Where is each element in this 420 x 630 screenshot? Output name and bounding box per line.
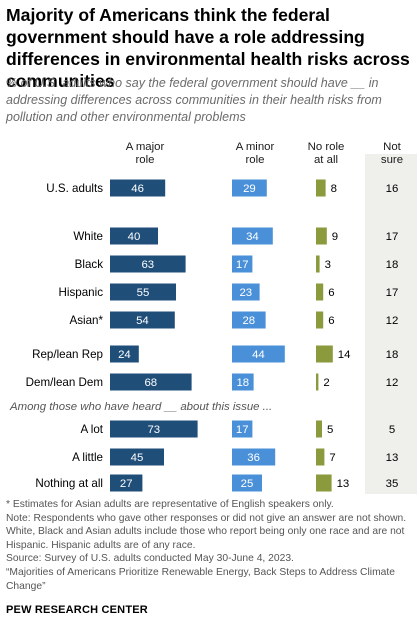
source-note: Source: Survey of U.S. adults conducted … xyxy=(6,553,294,565)
value-minor-white: 34 xyxy=(246,231,259,243)
value-none-a-little: 7 xyxy=(329,452,335,464)
bar-major-a-lot xyxy=(110,420,198,438)
value-major-u-s-adults: 46 xyxy=(131,183,144,195)
report-title: “Majorities of Americans Prioritize Rene… xyxy=(6,566,395,592)
bar-major-white xyxy=(110,227,158,245)
value-none-nothing-at-all: 13 xyxy=(337,478,350,490)
chart-subtitle: % of U.S. adults who say the federal gov… xyxy=(6,76,382,124)
bar-minor-asian xyxy=(232,311,266,329)
bar-major-a-little xyxy=(110,448,164,466)
value-minor-u-s-adults: 29 xyxy=(243,183,256,195)
category-label-a-little: A little xyxy=(72,451,103,464)
not-sure-column-bg xyxy=(365,154,417,494)
footnotes: * Estimates for Asian adults are represe… xyxy=(6,498,416,593)
bar-none-hispanic xyxy=(316,283,324,301)
column-header-none: No role at all xyxy=(308,141,345,166)
value-none-rep-lean-rep: 14 xyxy=(338,349,351,361)
category-label-a-lot: A lot xyxy=(80,423,103,436)
bar-major-rep-lean-rep xyxy=(110,345,139,363)
value-major-asian: 54 xyxy=(136,315,149,327)
value-major-rep-lean-rep: 24 xyxy=(118,349,131,361)
bar-minor-rep-lean-rep xyxy=(232,345,285,363)
column-header-notsure: Not sure xyxy=(381,141,403,166)
value-minor-black: 17 xyxy=(236,259,249,271)
category-label-black: Black xyxy=(75,258,104,271)
bar-none-black xyxy=(316,255,320,273)
value-none-a-lot: 5 xyxy=(327,424,333,436)
value-major-nothing-at-all: 27 xyxy=(120,478,133,490)
bar-none-dem-lean-dem xyxy=(316,373,319,391)
value-notsure-white: 17 xyxy=(386,231,399,243)
column-header-major: A major role xyxy=(126,141,165,166)
category-label-nothing-at-all: Nothing at all xyxy=(35,477,103,490)
value-notsure-rep-lean-rep: 18 xyxy=(386,349,399,361)
value-minor-hispanic: 23 xyxy=(239,287,252,299)
category-label-hispanic: Hispanic xyxy=(59,286,104,299)
category-label-white: White xyxy=(73,230,103,243)
bar-major-nothing-at-all xyxy=(110,474,143,492)
value-major-hispanic: 55 xyxy=(137,287,150,299)
value-none-black: 3 xyxy=(325,259,331,271)
bar-chart: A major role A minor role No role at all Not su… xyxy=(9,141,417,494)
category-label-rep-lean-rep: Rep/lean Rep xyxy=(32,348,103,361)
value-notsure-nothing-at-all: 35 xyxy=(386,478,399,490)
group-note: Among those who have heard __ about this… xyxy=(9,401,272,413)
category-label-dem-lean-dem: Dem/lean Dem xyxy=(26,376,103,389)
value-notsure-black: 18 xyxy=(386,259,399,271)
bar-minor-hispanic xyxy=(232,283,260,301)
chart-title: Majority of Americans think the federal … xyxy=(6,5,410,91)
methodology-note: Note: Respondents who gave other respons… xyxy=(6,512,407,551)
bar-none-asian xyxy=(316,311,324,329)
category-label-u-s-adults: U.S. adults xyxy=(46,182,103,195)
bar-none-a-little xyxy=(316,448,325,466)
bar-major-asian xyxy=(110,311,175,329)
value-notsure-u-s-adults: 16 xyxy=(386,183,399,195)
bar-minor-u-s-adults xyxy=(232,179,267,197)
bar-minor-white xyxy=(232,227,273,245)
value-minor-a-little: 36 xyxy=(247,452,260,464)
asterisk-note: * Estimates for Asian adults are represe… xyxy=(6,499,334,510)
bar-minor-a-lot xyxy=(232,420,253,438)
value-minor-nothing-at-all: 25 xyxy=(241,478,254,490)
bar-none-rep-lean-rep xyxy=(316,345,333,363)
bar-none-a-lot xyxy=(316,420,322,438)
bar-major-u-s-adults xyxy=(110,179,166,197)
value-none-dem-lean-dem: 2 xyxy=(323,377,329,389)
value-major-white: 40 xyxy=(128,231,141,243)
bar-minor-nothing-at-all xyxy=(232,474,262,492)
bar-major-hispanic xyxy=(110,283,176,301)
value-none-u-s-adults: 8 xyxy=(331,183,337,195)
bar-major-black xyxy=(110,255,186,273)
value-major-dem-lean-dem: 68 xyxy=(144,377,157,389)
value-notsure-a-little: 13 xyxy=(386,452,399,464)
bar-major-dem-lean-dem xyxy=(110,373,192,391)
value-notsure-asian: 12 xyxy=(386,315,399,327)
value-minor-a-lot: 17 xyxy=(236,424,249,436)
value-none-hispanic: 6 xyxy=(328,287,334,299)
bar-none-u-s-adults xyxy=(316,179,326,197)
value-none-asian: 6 xyxy=(328,315,334,327)
value-notsure-dem-lean-dem: 12 xyxy=(386,377,399,389)
value-minor-rep-lean-rep: 44 xyxy=(252,349,265,361)
column-header-minor: A minor role xyxy=(236,141,275,166)
value-notsure-a-lot: 5 xyxy=(389,424,395,436)
value-notsure-hispanic: 17 xyxy=(386,287,399,299)
bar-none-white xyxy=(316,227,327,245)
value-minor-asian: 28 xyxy=(242,315,255,327)
bar-minor-a-little xyxy=(232,448,276,466)
value-major-black: 63 xyxy=(141,259,154,271)
value-major-a-lot: 73 xyxy=(147,424,160,436)
value-major-a-little: 45 xyxy=(131,452,144,464)
category-label-asian: Asian* xyxy=(69,314,103,327)
bar-minor-dem-lean-dem xyxy=(232,373,254,391)
value-minor-dem-lean-dem: 18 xyxy=(236,377,249,389)
pew-logo-text: PEW RESEARCH CENTER xyxy=(6,604,148,616)
value-none-white: 9 xyxy=(332,231,338,243)
bar-none-nothing-at-all xyxy=(316,474,332,492)
bar-minor-black xyxy=(232,255,253,273)
